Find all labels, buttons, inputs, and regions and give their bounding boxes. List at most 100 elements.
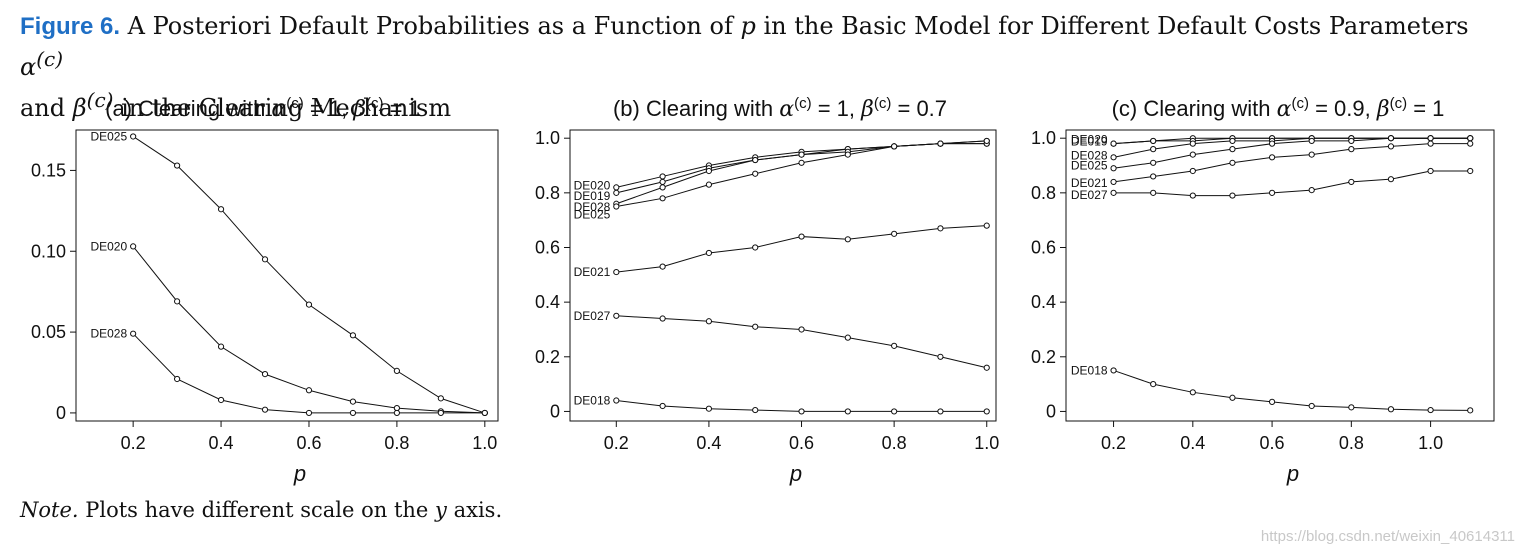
data-point-DE025 [798, 159, 805, 166]
data-point-DE027 [983, 364, 990, 371]
data-point-DE021 [1268, 154, 1276, 161]
data-point-DE028 [1110, 154, 1117, 161]
data-point-DE025 [891, 143, 898, 150]
plot-frame [569, 129, 997, 422]
data-point-DE028 [130, 330, 137, 337]
series-label-DE021: DE021 [574, 265, 611, 279]
data-point-DE025 [659, 195, 666, 202]
data-point-DE025 [174, 162, 181, 169]
y-tick-label: 0.10 [31, 241, 66, 261]
data-point-DE027 [891, 342, 898, 349]
watermark: https://blog.csdn.net/weixin_40614311 [1260, 528, 1515, 545]
data-point-DE018 [1427, 406, 1434, 414]
chart-title-beta: β [860, 97, 874, 122]
chart-title-prefix: (b) Clearing with [613, 96, 779, 121]
series-label-DE020: DE020 [90, 239, 127, 253]
data-point-DE021 [983, 222, 990, 229]
series-line-DE027 [616, 315, 987, 369]
data-point-DE025 [1467, 135, 1474, 142]
data-point-DE028 [659, 184, 666, 191]
series-line-DE028 [132, 333, 485, 414]
chart-title-beta: β [1376, 97, 1390, 122]
chart-title-alpha: α [779, 97, 794, 122]
y-tick-label: 0.4 [1031, 292, 1056, 312]
data-point-DE027 [1387, 176, 1395, 183]
series-line-DE025 [1113, 137, 1471, 169]
data-point-DE025 [937, 140, 944, 147]
data-point-DE019 [1150, 137, 1157, 145]
data-point-DE028 [437, 409, 444, 417]
data-point-DE028 [393, 409, 400, 417]
figure-caption: Figure 6. A Posteriori Default Probabili… [20, 10, 1510, 125]
data-point-DE027 [798, 326, 805, 333]
data-point-DE021 [1150, 173, 1157, 180]
data-point-DE021 [844, 236, 851, 243]
data-point-DE025 [1229, 146, 1236, 153]
series-label-DE025: DE025 [1071, 158, 1108, 172]
chart-title-beta-sup: (c) [874, 95, 892, 112]
chart-title-alpha-sup: (c) [286, 95, 304, 112]
x-axis-title: p [1286, 461, 1299, 486]
chart-panel-b: (b) Clearing with α(c) = 1, β(c) = 0.700… [535, 95, 999, 486]
y-tick-label: 0.2 [1031, 347, 1056, 367]
data-point-DE028 [1189, 140, 1196, 147]
data-point-DE028 [481, 409, 488, 417]
y-tick-label: 0.8 [1031, 183, 1056, 203]
data-point-DE018 [659, 402, 666, 410]
note-y: y [435, 498, 447, 522]
x-tick-label: 0.2 [604, 433, 629, 453]
chart-panel-a: (a) Clearing with α(c) = 1, β(c) = 100.0… [31, 95, 499, 486]
data-point-DE027 [1308, 187, 1315, 194]
data-point-DE025 [844, 151, 851, 158]
caption-text-2: in the Basic Model for Different Default… [755, 12, 1469, 40]
data-point-DE025 [613, 203, 620, 210]
data-point-DE027 [844, 334, 851, 341]
data-point-DE025 [1348, 137, 1355, 145]
data-point-DE021 [1387, 143, 1395, 150]
chart-title-alpha: α [271, 97, 286, 122]
data-point-DE028 [217, 396, 225, 404]
data-point-DE027 [1229, 192, 1236, 199]
chart-title-beta-value: = 1 [1407, 96, 1444, 121]
x-tick-label: 0.6 [1260, 433, 1285, 453]
data-point-DE027 [1268, 189, 1276, 196]
data-point-DE028 [305, 409, 313, 417]
data-point-DE020 [217, 343, 225, 350]
caption-and: and [20, 94, 73, 122]
series-line-DE021 [616, 225, 987, 273]
series-line-DE021 [1113, 143, 1471, 183]
data-point-DE025 [349, 332, 357, 339]
y-tick-label: 0.6 [1031, 237, 1056, 257]
data-point-DE025 [1150, 159, 1157, 166]
y-tick-label: 0.6 [535, 237, 560, 257]
data-point-DE027 [752, 323, 759, 330]
series-label-DE018: DE018 [1071, 363, 1108, 377]
x-tick-label: 1.0 [472, 433, 497, 453]
series-label-DE025: DE025 [574, 208, 611, 222]
y-tick-label: 0 [56, 403, 66, 423]
data-point-DE025 [983, 137, 990, 145]
data-point-DE021 [937, 225, 944, 232]
note: Note. Plots have different scale on the … [20, 498, 502, 522]
plot-frame [75, 129, 499, 422]
data-point-DE021 [1189, 167, 1196, 175]
series-label-DE028: DE028 [90, 327, 127, 341]
data-point-DE018 [1150, 381, 1157, 388]
caption-alpha-sup: (c) [36, 47, 64, 71]
chart-title-alpha-sup: (c) [794, 95, 812, 112]
series-line-DE025 [132, 136, 485, 414]
data-point-DE020 [305, 387, 313, 394]
data-point-DE018 [1308, 402, 1315, 410]
figure-label: Figure 6. [20, 13, 121, 40]
data-point-DE025 [261, 256, 269, 263]
data-point-DE018 [1387, 406, 1395, 413]
data-point-DE019 [613, 189, 620, 196]
chart-title: (c) Clearing with α(c) = 0.9, β(c) = 1 [1112, 95, 1445, 122]
data-point-DE020 [130, 243, 137, 250]
data-point-DE028 [705, 167, 713, 175]
series-line-DE027 [1113, 170, 1471, 197]
y-tick-label: 0.15 [31, 160, 66, 180]
data-point-DE018 [937, 408, 944, 415]
x-tick-label: 0.4 [696, 433, 721, 453]
